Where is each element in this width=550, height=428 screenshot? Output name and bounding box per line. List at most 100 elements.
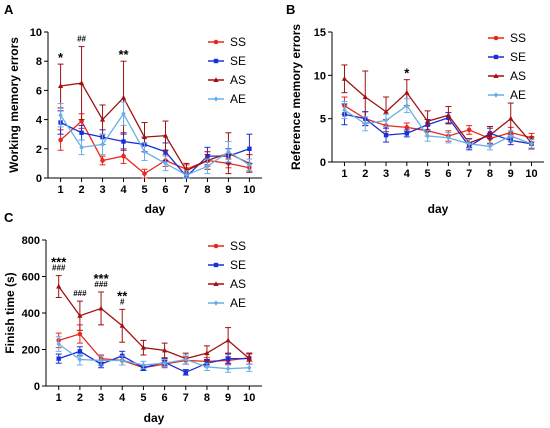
x-tick-label: 6 bbox=[162, 184, 168, 196]
data-point bbox=[77, 331, 83, 337]
y-tick-label: 10 bbox=[314, 70, 326, 82]
y-tick-label: 5 bbox=[320, 114, 326, 126]
data-point bbox=[56, 356, 61, 361]
data-point bbox=[141, 134, 148, 140]
series-line bbox=[60, 121, 250, 178]
x-tick-label: 7 bbox=[183, 392, 189, 404]
series-line bbox=[60, 112, 250, 176]
series-se bbox=[57, 110, 253, 179]
legend-label: AE bbox=[230, 92, 246, 106]
x-tick-label: 3 bbox=[383, 168, 389, 180]
data-point bbox=[121, 111, 126, 117]
legend-item-ae: AE bbox=[488, 88, 526, 102]
legend-item-as: AS bbox=[208, 73, 246, 87]
legend-marker bbox=[213, 281, 219, 286]
data-point bbox=[466, 127, 472, 133]
legend: SS SE AS AE bbox=[488, 31, 526, 102]
data-point bbox=[77, 356, 83, 363]
data-point bbox=[225, 337, 231, 343]
legend-label: AS bbox=[510, 69, 526, 83]
series-ae bbox=[57, 101, 253, 179]
legend-marker bbox=[493, 73, 499, 78]
data-point bbox=[404, 103, 410, 109]
y-tick-label: 2 bbox=[36, 144, 42, 156]
y-tick-label: 6 bbox=[36, 85, 42, 97]
data-point bbox=[163, 149, 168, 154]
series-line bbox=[58, 350, 250, 374]
legend-label: AS bbox=[230, 73, 246, 87]
significance-mark: ** bbox=[117, 288, 128, 303]
legend-label: SS bbox=[230, 239, 246, 253]
series-line bbox=[344, 113, 532, 148]
significance-mark: *** bbox=[51, 255, 67, 270]
legend-item-as: AS bbox=[208, 277, 246, 291]
legend-label: SS bbox=[230, 35, 246, 49]
x-tick-label: 8 bbox=[204, 184, 210, 196]
legend-label: SS bbox=[510, 31, 526, 45]
data-point bbox=[225, 366, 231, 372]
series-ae bbox=[341, 98, 535, 151]
data-point bbox=[204, 350, 210, 356]
data-point bbox=[142, 149, 147, 155]
data-point bbox=[140, 344, 147, 350]
panel-label: B bbox=[286, 2, 295, 17]
data-point bbox=[100, 141, 105, 148]
x-tick-label: 10 bbox=[525, 168, 537, 180]
panel-b: B 0 5 10 15 1 2 3 4 5 6 7 8 9 10 day Reference memory er… bbox=[286, 2, 544, 216]
data-point bbox=[184, 172, 189, 178]
data-point bbox=[162, 360, 167, 366]
data-point bbox=[57, 83, 64, 89]
y-tick-label: 15 bbox=[314, 27, 326, 39]
series-se bbox=[341, 103, 535, 151]
x-tick-label: 2 bbox=[79, 184, 85, 196]
legend-marker bbox=[213, 96, 219, 102]
x-tick-label: 1 bbox=[58, 184, 64, 196]
data-point bbox=[246, 365, 252, 371]
y-axis-label: Finish time (s) bbox=[3, 272, 17, 353]
data-point bbox=[487, 143, 493, 149]
data-point bbox=[487, 132, 493, 138]
data-point bbox=[98, 305, 104, 311]
x-tick-label: 2 bbox=[362, 168, 368, 180]
data-point bbox=[246, 355, 252, 361]
y-tick-label: 400 bbox=[22, 308, 40, 320]
x-axis-label: day bbox=[145, 202, 166, 216]
legend-item-ae: AE bbox=[208, 92, 246, 106]
legend-item-ss: SS bbox=[208, 239, 246, 253]
legend-label: AE bbox=[510, 88, 526, 102]
legend: SS SE AS AE bbox=[208, 35, 246, 106]
legend-marker bbox=[213, 300, 219, 306]
y-tick-label: 10 bbox=[30, 27, 42, 39]
data-point bbox=[247, 146, 252, 151]
series-line bbox=[60, 120, 250, 175]
legend-marker bbox=[213, 39, 219, 45]
series-line bbox=[58, 333, 250, 369]
y-axis-label: Reference memory errors bbox=[289, 24, 303, 170]
y-tick-label: 8 bbox=[36, 56, 42, 68]
data-point bbox=[77, 349, 83, 354]
x-axis-label: day bbox=[144, 411, 165, 425]
panel-label: A bbox=[4, 2, 14, 17]
data-point bbox=[78, 80, 85, 86]
data-point bbox=[404, 125, 410, 130]
x-tick-label: 9 bbox=[225, 392, 231, 404]
x-tick-label: 3 bbox=[99, 184, 105, 196]
data-point bbox=[341, 76, 348, 81]
x-tick-label: 5 bbox=[140, 392, 146, 404]
x-tick-label: 2 bbox=[77, 392, 83, 404]
legend-marker bbox=[213, 243, 219, 249]
data-point bbox=[205, 163, 210, 169]
y-tick-label: 0 bbox=[320, 157, 326, 169]
x-tick-label: 8 bbox=[204, 392, 210, 404]
x-tick-label: 8 bbox=[487, 168, 493, 180]
legend-item-ss: SS bbox=[208, 35, 246, 49]
significance-mark: ### bbox=[73, 289, 87, 298]
legend-label: AS bbox=[230, 277, 246, 291]
data-point bbox=[163, 160, 168, 166]
data-point bbox=[79, 144, 84, 150]
data-point bbox=[446, 135, 451, 141]
data-point bbox=[183, 370, 188, 375]
x-tick-label: 5 bbox=[425, 168, 431, 180]
legend-item-se: SE bbox=[488, 50, 526, 64]
